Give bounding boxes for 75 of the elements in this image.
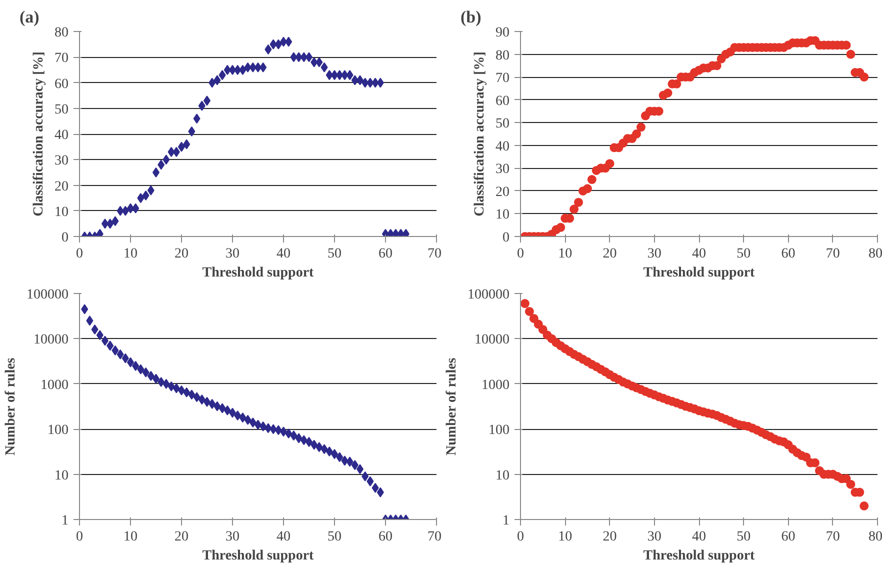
y-tick-label: 70 xyxy=(54,51,68,66)
y-tick-label: 100000 xyxy=(26,288,68,302)
x-axis-title: Threshold support xyxy=(643,548,756,564)
y-tick-label: 100000 xyxy=(468,288,510,302)
x-tick-label: 40 xyxy=(276,246,290,262)
x-tick-label: 10 xyxy=(124,246,138,262)
x-tick-label: 50 xyxy=(736,246,751,262)
x-tick-label: 70 xyxy=(826,246,840,262)
y-tick-label: 80 xyxy=(496,48,510,64)
y-axis-title: Number of rules xyxy=(4,357,18,456)
x-tick-label: 50 xyxy=(328,246,342,262)
y-tick-label: 1 xyxy=(62,514,68,528)
y-axis-title: Number of rules xyxy=(444,357,460,456)
x-axis-title: Threshold support xyxy=(202,548,314,564)
x-tick-label: 60 xyxy=(781,246,796,262)
y-tick-label: 10 xyxy=(496,468,510,484)
x-tick-label: 30 xyxy=(647,530,662,544)
chart-title: (a) xyxy=(20,8,40,26)
y-tick-label: 50 xyxy=(496,116,510,132)
y-tick-label: 10000 xyxy=(474,332,510,348)
x-tick-label: 0 xyxy=(517,246,524,262)
y-tick-label: 0 xyxy=(62,230,68,246)
x-tick-label: 30 xyxy=(647,246,662,262)
y-tick-label: 10 xyxy=(496,208,510,223)
x-tick-label: 40 xyxy=(276,530,290,544)
x-tick-label: 10 xyxy=(558,246,572,262)
x-tick-label: 10 xyxy=(558,530,572,544)
x-tick-label: 60 xyxy=(378,246,392,262)
y-tick-label: 10000 xyxy=(34,332,68,348)
x-tick-label: 70 xyxy=(428,530,442,544)
x-tick-label: 70 xyxy=(428,246,442,262)
x-tick-label: 40 xyxy=(692,530,706,544)
y-tick-label: 30 xyxy=(496,162,510,178)
y-tick-label: 1000 xyxy=(40,378,68,393)
y-tick-label: 1 xyxy=(502,514,510,528)
y-tick-label: 80 xyxy=(54,26,68,40)
x-tick-label: 60 xyxy=(378,530,392,544)
x-tick-label: 70 xyxy=(826,530,840,544)
y-tick-label: 90 xyxy=(496,26,510,40)
x-tick-label: 30 xyxy=(226,246,240,262)
x-tick-label: 20 xyxy=(174,530,188,544)
x-tick-label: 0 xyxy=(517,530,524,544)
y-tick-label: 30 xyxy=(54,154,68,169)
y-tick-label: 20 xyxy=(496,184,510,200)
y-tick-label: 50 xyxy=(54,102,68,118)
y-tick-label: 40 xyxy=(54,128,68,143)
y-tick-label: 100 xyxy=(48,423,68,438)
x-tick-label: 40 xyxy=(692,246,706,262)
y-tick-label: 1000 xyxy=(482,378,510,393)
x-tick-label: 50 xyxy=(328,530,342,544)
y-tick-label: 60 xyxy=(496,94,510,109)
x-tick-label: 20 xyxy=(602,530,617,544)
y-tick-label: 40 xyxy=(496,139,510,154)
x-axis-title: Threshold support xyxy=(202,266,314,280)
chart-title: (b) xyxy=(460,8,482,26)
x-tick-label: 60 xyxy=(781,530,796,544)
y-tick-label: 100 xyxy=(488,423,510,438)
y-axis-title: Classification accuracy [%] xyxy=(32,52,46,216)
x-tick-label: 20 xyxy=(174,246,188,262)
x-tick-label: 80 xyxy=(868,246,882,262)
y-axis-title: Classification accuracy [%] xyxy=(472,52,488,216)
y-tick-label: 10 xyxy=(54,468,68,484)
x-tick-label: 20 xyxy=(602,246,617,262)
y-tick-label: 20 xyxy=(54,179,68,194)
y-tick-label: 60 xyxy=(54,76,68,92)
x-tick-label: 0 xyxy=(76,246,83,262)
y-tick-label: 70 xyxy=(496,71,510,86)
y-tick-label: 10 xyxy=(54,204,68,220)
x-tick-label: 0 xyxy=(76,530,83,544)
x-tick-label: 80 xyxy=(868,530,882,544)
x-axis-title: Threshold support xyxy=(643,266,756,280)
x-tick-label: 50 xyxy=(736,530,751,544)
x-tick-label: 10 xyxy=(124,530,138,544)
y-tick-label: 0 xyxy=(502,230,510,246)
x-tick-label: 30 xyxy=(226,530,240,544)
